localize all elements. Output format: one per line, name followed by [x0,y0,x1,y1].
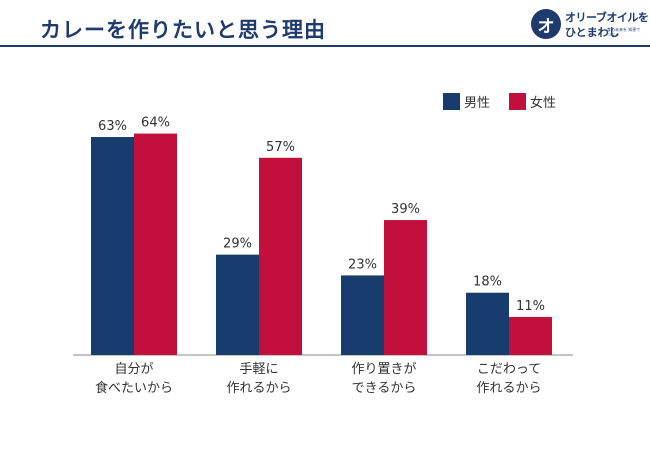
data-label-female-2: 39% [391,202,420,217]
bar-male-0 [91,137,134,355]
bar-male-2 [341,275,384,355]
data-label-male-3: 18% [473,275,502,290]
bar-female-3 [509,316,552,355]
bar-male-1 [216,254,259,355]
logo-subtext: 食の未来を 知恵でつなぐ [607,27,641,37]
page-title: カレーを作りたいと思う理由 [40,18,326,42]
category-label-1-line1: 作れるから [226,381,291,396]
data-label-male-2: 23% [348,257,377,272]
logo-mark-icon: オ [531,9,561,39]
data-label-female-1: 57% [266,140,295,155]
title-divider [0,45,650,47]
brand-logo: オ オリーブオイルを ひとまわし 食の未来を 知恵でつなぐ [531,7,649,43]
category-label-0-line1: 食べたいから [95,380,173,396]
bar-female-2 [384,220,427,355]
legend-label-male: 男性 [464,96,490,111]
data-label-male-0: 63% [98,119,127,134]
legend-swatch-male [443,93,460,110]
data-label-male-1: 29% [223,237,252,252]
category-label-3-line1: 作れるから [476,381,541,396]
legend-swatch-female [509,93,526,110]
category-label-1-line0: 手軽に [239,362,278,377]
data-label-female-0: 64% [141,116,170,131]
legend-label-female: 女性 [530,95,556,111]
data-label-female-3: 11% [516,299,545,314]
logo-text-line2: ひとまわし [565,26,620,39]
category-label-3-line0: こだわって [477,362,541,377]
bar-female-1 [259,157,302,355]
bar-female-0 [134,133,177,355]
bar-male-3 [466,292,509,355]
category-label-2-line1: できるから [352,381,417,396]
category-label-2-line0: 作り置きが [351,362,416,377]
logo-text-line1: オリーブオイルを [565,11,649,24]
category-label-0-line0: 自分が [114,362,153,377]
